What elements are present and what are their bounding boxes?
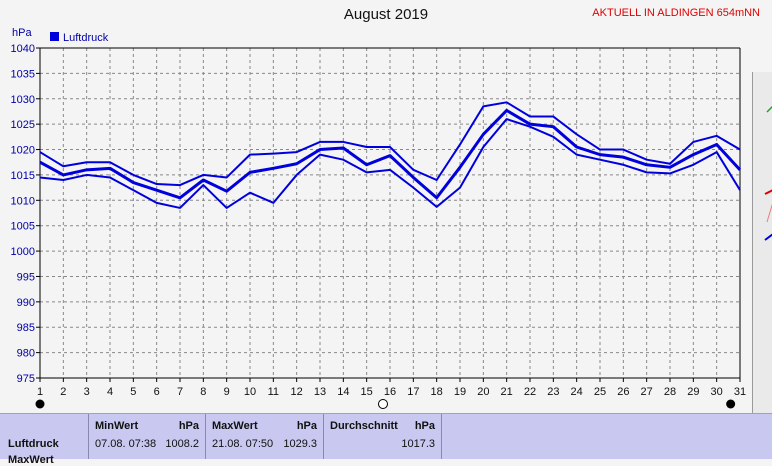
y-tick-label: 990	[17, 297, 35, 309]
y-tick-label: 1020	[11, 145, 35, 157]
y-tick-label: 980	[17, 348, 35, 360]
x-tick-label: 29	[687, 386, 699, 398]
x-tick-label: 15	[361, 386, 373, 398]
x-tick-label: 5	[130, 386, 136, 398]
statistics-footer: Luftdruck MaxWert MinWert hPa 07.08. 07:…	[0, 413, 772, 466]
x-tick-label: 10	[244, 386, 256, 398]
min-datetime: 07.08. 07:38	[95, 438, 157, 450]
y-tick-label: 975	[17, 373, 35, 385]
x-tick-label: 9	[224, 386, 230, 398]
max-value: 1029.3	[283, 438, 317, 450]
series-line-min	[39, 118, 741, 209]
station-status: AKTUELL IN ALDINGEN 654mNN	[592, 7, 760, 19]
max-header: MaxWert	[212, 420, 258, 432]
x-tick-label: 22	[524, 386, 536, 398]
footer-max-cell: MaxWert hPa 21.08. 07:50 1029.3	[206, 414, 324, 459]
x-tick-label: 13	[314, 386, 326, 398]
footer-row-label: Luftdruck	[8, 438, 59, 450]
x-tick-label: 18	[431, 386, 443, 398]
x-tick-label: 27	[641, 386, 653, 398]
x-tick-label: 16	[384, 386, 396, 398]
x-tick-label: 6	[154, 386, 160, 398]
y-tick-label: 1015	[11, 170, 35, 182]
x-tick-label: 31	[734, 386, 746, 398]
y-tick-label: 1025	[11, 119, 35, 131]
full-moon-marker	[35, 399, 45, 409]
x-tick-label: 11	[268, 386, 279, 398]
x-tick-label: 8	[200, 386, 206, 398]
y-tick-label: 1000	[11, 246, 35, 258]
avg-value: 1017.3	[401, 438, 435, 450]
x-tick-label: 30	[711, 386, 723, 398]
side-preview-red-mark	[764, 189, 772, 195]
side-preview-blue-mark	[764, 233, 772, 241]
x-tick-label: 12	[291, 386, 303, 398]
chart-title: August 2019	[343, 6, 429, 23]
y-tick-label: 985	[17, 322, 35, 334]
avg-unit: hPa	[414, 420, 435, 432]
max-unit: hPa	[296, 420, 317, 432]
x-tick-label: 3	[84, 386, 90, 398]
x-tick-label: 20	[477, 386, 489, 398]
pressure-chart: 1040103510301025102010151010100510009959…	[11, 27, 746, 409]
full-moon-marker	[726, 399, 736, 409]
x-tick-label: 14	[337, 386, 349, 398]
x-tick-label: 7	[177, 386, 183, 398]
legend-swatch	[50, 32, 59, 41]
y-tick-label: 1030	[11, 94, 35, 106]
side-preview-panel	[752, 72, 772, 413]
x-tick-label: 21	[501, 386, 513, 398]
side-preview-pink-mark	[766, 203, 772, 223]
x-tick-label: 25	[594, 386, 606, 398]
avg-header: Durchschnitt	[330, 420, 398, 432]
new-moon-marker	[378, 399, 388, 409]
x-tick-label: 17	[407, 386, 419, 398]
x-tick-label: 24	[571, 386, 583, 398]
y-tick-label: 1010	[11, 195, 35, 207]
y-tick-label: 1035	[11, 68, 35, 80]
footer-label-cell: Luftdruck MaxWert	[0, 414, 89, 466]
x-tick-label: 1	[37, 386, 43, 398]
y-tick-label: 1040	[11, 43, 35, 55]
y-tick-label: 1005	[11, 221, 35, 233]
footer-min-cell: MinWert hPa 07.08. 07:38 1008.2	[89, 414, 206, 459]
min-value: 1008.2	[165, 438, 199, 450]
side-preview-green-mark	[766, 105, 772, 113]
footer-avg-cell: Durchschnitt hPa 1017.3	[324, 414, 442, 459]
series-line-max	[39, 101, 741, 187]
min-header: MinWert	[95, 420, 139, 432]
y-axis-unit: hPa	[12, 27, 32, 39]
footer-row-label-clipped: MaxWert	[8, 454, 54, 466]
y-tick-label: 995	[17, 271, 35, 283]
legend-label: Luftdruck	[63, 32, 109, 44]
x-tick-label: 19	[454, 386, 466, 398]
min-unit: hPa	[178, 420, 199, 432]
x-tick-label: 4	[107, 386, 113, 398]
x-tick-label: 26	[617, 386, 629, 398]
x-tick-label: 28	[664, 386, 676, 398]
series-line-average	[39, 108, 742, 200]
max-datetime: 21.08. 07:50	[212, 438, 274, 450]
x-tick-label: 23	[547, 386, 559, 398]
x-tick-label: 2	[60, 386, 66, 398]
